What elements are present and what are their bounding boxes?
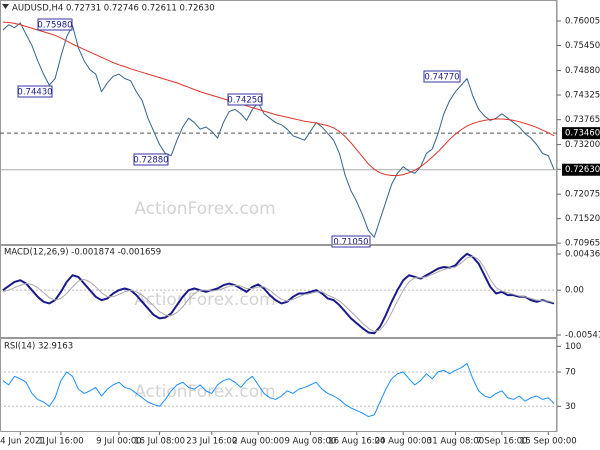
- annotation: 0.74770: [424, 73, 459, 83]
- series-line: [2, 22, 555, 238]
- x-tick-label: 7 Sep 16:00: [476, 437, 527, 447]
- x-tick-label: 16 Aug 16:00: [328, 437, 385, 447]
- y-tick-label: 0.72075: [565, 190, 600, 200]
- y-tick-label: 0.76005: [565, 16, 600, 26]
- price-label: 0.72630: [565, 165, 600, 175]
- y-tick-label: 0.73200: [565, 140, 600, 150]
- annotation: 0.71050: [333, 238, 368, 248]
- annotation: 0.74430: [17, 88, 52, 98]
- x-tick-label: 9 Jul 00:00: [96, 437, 142, 447]
- series-line: [2, 255, 555, 333]
- y-tick-label: 0.74325: [565, 91, 600, 101]
- x-tick-label: 15 Sep 00:00: [520, 437, 577, 447]
- annotation-box: [17, 85, 53, 98]
- x-tick-label: 23 Jul 16:00: [186, 437, 237, 447]
- annotation-box: [133, 153, 169, 166]
- series-line: [2, 252, 555, 335]
- price-label: 0.73460: [565, 129, 600, 139]
- price-label-box: [562, 127, 600, 140]
- x-tick-label: 1 Jul 16:00: [38, 437, 84, 447]
- x-tick-label: 24 Jun 2021: [0, 437, 46, 447]
- x-tick-label: 9 Aug 08:00: [284, 437, 336, 447]
- y-tick-label: 0.74880: [565, 66, 600, 76]
- indicator-title: RSI(14) 32.9163: [4, 342, 73, 352]
- annotation: 0.72880: [133, 156, 168, 166]
- y-tick-label: 70: [565, 368, 576, 378]
- x-tick-label: 16 Jul 08:00: [134, 437, 185, 447]
- chart-title: AUDUSD,H4 0.72731 0.72746 0.72611 0.7263…: [12, 4, 215, 14]
- annotation-box: [37, 18, 73, 31]
- indicator-title: MACD(12,26,9) -0.001874 -0.001659: [4, 248, 161, 258]
- y-tick-label: 100: [565, 342, 581, 352]
- y-tick-label: 0.004367: [565, 249, 600, 259]
- x-tick-label: 2 Aug 00:00: [232, 437, 284, 447]
- x-tick-label: 24 Aug 00:00: [375, 437, 432, 447]
- series-line: [2, 362, 555, 418]
- y-tick-label: 0.00: [565, 286, 584, 296]
- annotation-box: [227, 93, 263, 106]
- y-tick-label: 0.71520: [565, 214, 600, 224]
- annotation-box: [331, 235, 371, 248]
- annotation-box: [423, 70, 461, 83]
- annotation: 0.74250: [227, 96, 262, 106]
- watermark: ActionForex.com: [134, 290, 275, 310]
- y-tick-label: 0.70965: [565, 239, 600, 249]
- annotation: 0.75980: [37, 21, 72, 31]
- y-tick-label: 0.73765: [565, 115, 600, 125]
- series-line: [2, 21, 555, 176]
- watermark: ActionForex.com: [134, 199, 275, 219]
- collapse-icon: [2, 4, 9, 9]
- y-tick-label: 0.75450: [565, 41, 600, 51]
- x-tick-label: 31 Aug 08:00: [427, 437, 484, 447]
- price-label-box: [562, 163, 600, 176]
- watermark: ActionForex.com: [134, 382, 275, 402]
- y-tick-label: -0.005411: [565, 331, 600, 341]
- y-tick-label: 30: [565, 402, 576, 412]
